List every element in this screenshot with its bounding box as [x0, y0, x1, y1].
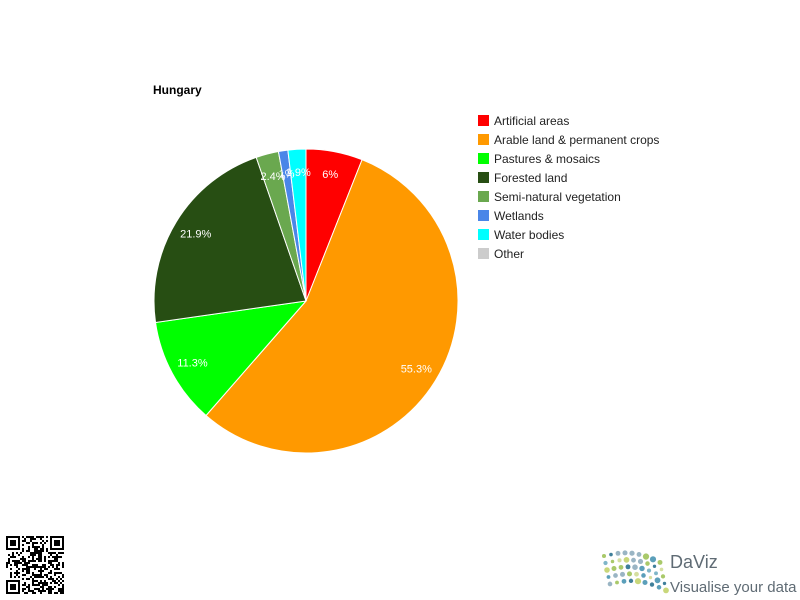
legend-swatch — [478, 191, 489, 202]
pie-slice-labels: 6% 55.3% 11.3% 21.9% 2.4%1%1.9% — [177, 167, 432, 375]
slice-label-semi-natural-vegetation: 2.4% — [260, 171, 285, 183]
legend-label: Arable land & permanent crops — [494, 133, 659, 147]
slice-label-forested-land: 21.9% — [180, 229, 211, 241]
legend-item-water-bodies[interactable]: Water bodies — [478, 228, 564, 242]
legend-item-forested-land[interactable]: Forested land — [478, 171, 567, 185]
legend-label: Semi-natural vegetation — [494, 190, 621, 204]
slice-label-pastures-and-mosaics: 11.3% — [177, 358, 208, 370]
pie-slice-arable-land-and-permanent-crops[interactable] — [205, 159, 459, 454]
legend-item-arable-land-and-permanent-crops[interactable]: Arable land & permanent crops — [478, 133, 659, 147]
legend-item-artificial-areas[interactable]: Artificial areas — [478, 114, 569, 128]
legend-item-wetlands[interactable]: Wetlands — [478, 209, 544, 223]
legend-label: Forested land — [494, 171, 567, 185]
legend-label: Water bodies — [494, 228, 564, 242]
pie-slice-water-bodies[interactable] — [287, 148, 307, 302]
slice-label-arable-land-and-permanent-crops: 55.3% — [401, 363, 432, 375]
legend-swatch — [478, 248, 489, 259]
pie-slice-pastures-and-mosaics[interactable] — [154, 300, 308, 417]
brand-tagline: Visualise your data — [670, 579, 797, 596]
legend-label: Artificial areas — [494, 114, 569, 128]
pie-slice-forested-land[interactable] — [153, 156, 307, 324]
slice-label-artificial-areas: 6% — [322, 169, 338, 181]
legend-label: Wetlands — [494, 209, 544, 223]
legend-swatch — [478, 229, 489, 240]
daviz-brand: DaViz Visualise your data — [601, 550, 797, 596]
daviz-logo-icon — [601, 550, 669, 594]
legend-swatch — [478, 172, 489, 183]
slice-label-water-bodies: 1.9% — [286, 167, 311, 179]
legend-swatch — [478, 134, 489, 145]
slice-label-wetlands: 1% — [279, 168, 295, 180]
pie-slices — [153, 148, 459, 454]
legend-swatch — [478, 210, 489, 221]
legend-swatch — [478, 153, 489, 164]
legend: Artificial areas Arable land & permanent … — [478, 114, 659, 261]
legend-label: Pastures & mosaics — [494, 152, 600, 166]
legend-item-other[interactable]: Other — [478, 247, 524, 261]
chart-title: Hungary — [153, 83, 202, 97]
legend-item-pastures-and-mosaics[interactable]: Pastures & mosaics — [478, 152, 600, 166]
legend-swatch — [478, 115, 489, 126]
qr-code-icon — [6, 536, 64, 594]
legend-label: Other — [494, 247, 524, 261]
legend-item-semi-natural-vegetation[interactable]: Semi-natural vegetation — [478, 190, 621, 204]
brand-name: DaViz — [670, 552, 718, 572]
